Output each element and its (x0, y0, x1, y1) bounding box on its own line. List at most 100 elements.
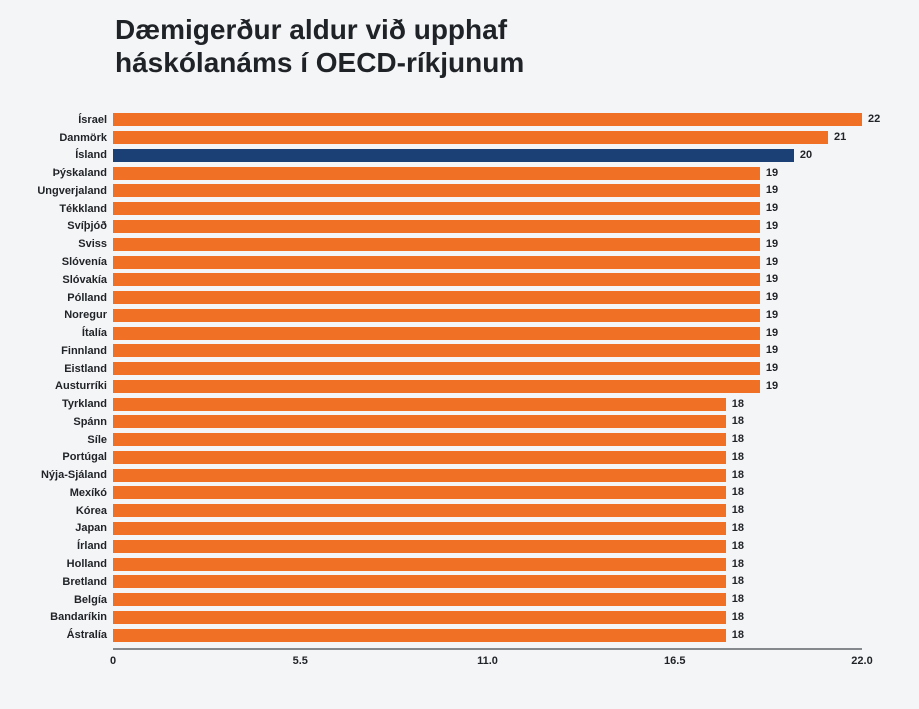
bar (113, 397, 726, 411)
value-label: 19 (765, 237, 779, 250)
bar-track: 19 (113, 237, 862, 251)
country-label: Spánn (73, 415, 107, 428)
country-label: Nýja-Sjáland (40, 469, 107, 482)
bar (113, 610, 726, 624)
country-label: Belgía (73, 593, 107, 606)
bar-row: Bretland 18 (0, 573, 919, 591)
bar-track: 19 (113, 219, 862, 233)
country-label: Þýskaland (52, 167, 107, 180)
country-label: Ítalía (81, 327, 107, 340)
bar-row: Slóvakía 19 (0, 271, 919, 289)
bar (113, 468, 726, 482)
bar (113, 113, 862, 127)
bar-track: 19 (113, 379, 862, 393)
bar-track: 21 (113, 131, 862, 145)
country-label: Eistland (64, 362, 107, 375)
bar-track: 18 (113, 539, 862, 553)
bar (113, 433, 726, 447)
bar-row: Ísland 20 (0, 147, 919, 165)
value-label: 19 (765, 362, 779, 375)
country-label: Noregur (64, 309, 107, 322)
x-axis-tick-label: 22.0 (851, 654, 873, 667)
x-axis-tick-label: 0 (109, 654, 117, 667)
bar (113, 291, 760, 305)
value-label: 19 (765, 273, 779, 286)
bar-track: 18 (113, 575, 862, 589)
bar-track: 18 (113, 610, 862, 624)
bar (113, 575, 726, 589)
bar-track: 22 (113, 113, 880, 127)
bar (113, 362, 760, 376)
bar-row: Eistland 19 (0, 360, 919, 378)
value-label: 18 (731, 468, 745, 481)
country-label: Japan (75, 522, 107, 535)
bar (113, 273, 760, 287)
bar-row: Spánn 18 (0, 413, 919, 431)
bar-row: Ástralía 18 (0, 626, 919, 644)
country-label: Mexíkó (69, 486, 107, 499)
bar (113, 166, 760, 180)
bar (113, 237, 760, 251)
bar-track: 18 (113, 450, 862, 464)
bar (113, 308, 760, 322)
bar (113, 628, 726, 642)
country-label: Írland (77, 540, 107, 553)
bar-row: Þýskaland 19 (0, 164, 919, 182)
country-label: Sviss (78, 238, 107, 251)
bar-row: Síle 18 (0, 431, 919, 449)
value-label: 18 (731, 557, 745, 570)
bar (113, 379, 760, 393)
x-axis: 0 5.5 11.0 16.5 22.0 (109, 648, 873, 668)
bar-track: 18 (113, 557, 862, 571)
value-label: 18 (731, 593, 745, 606)
country-label: Portúgal (62, 451, 107, 464)
bar-row: Ísrael 22 (0, 111, 919, 129)
bar-track: 18 (113, 415, 862, 429)
value-label: 19 (765, 326, 779, 339)
bar-row: Noregur 19 (0, 306, 919, 324)
bar (113, 326, 760, 340)
bar-row: Írland 18 (0, 537, 919, 555)
value-label: 19 (765, 344, 779, 357)
value-label: 19 (765, 255, 779, 268)
country-label: Austurríki (55, 380, 107, 393)
value-label: 21 (834, 131, 847, 144)
bar (113, 219, 760, 233)
bar (113, 539, 726, 553)
bar (113, 184, 760, 198)
country-label: Svíþjóð (67, 220, 107, 233)
country-label: Ísland (75, 149, 107, 162)
country-label: Síle (87, 433, 107, 446)
x-axis-tick-label: 11.0 (477, 654, 498, 667)
bar-track: 19 (113, 184, 862, 198)
value-label: 18 (731, 521, 745, 534)
value-label: 18 (731, 610, 745, 623)
bar (113, 557, 726, 571)
country-label: Slóvenía (61, 256, 107, 268)
country-label: Tékkland (59, 202, 107, 215)
bar-row: Kórea 18 (0, 502, 919, 520)
x-axis-ticks: 0 5.5 11.0 16.5 22.0 (109, 650, 873, 668)
bar-track: 19 (113, 326, 862, 340)
value-label: 18 (731, 539, 745, 552)
country-label: Danmörk (59, 131, 107, 144)
value-label: 18 (731, 415, 745, 428)
country-label: Slóvakía (62, 273, 107, 286)
value-label: 19 (765, 202, 779, 215)
bar-track: 18 (113, 397, 862, 411)
x-axis-line (113, 648, 862, 650)
value-label: 19 (765, 291, 779, 304)
bar-row: Nýja-Sjáland 18 (0, 466, 919, 484)
bar-row: Belgía 18 (0, 591, 919, 609)
bar-row: Bandaríkin 18 (0, 608, 919, 626)
bar (113, 521, 726, 535)
bar-row: Pólland 19 (0, 289, 919, 307)
bar (113, 504, 726, 518)
bar-track: 20 (113, 148, 862, 162)
bar-row: Danmörk 21 (0, 129, 919, 147)
country-label: Finnland (61, 344, 107, 357)
value-label: 18 (731, 504, 745, 517)
bar-track: 18 (113, 486, 862, 500)
bar (113, 450, 726, 464)
bar-track: 18 (113, 628, 862, 642)
